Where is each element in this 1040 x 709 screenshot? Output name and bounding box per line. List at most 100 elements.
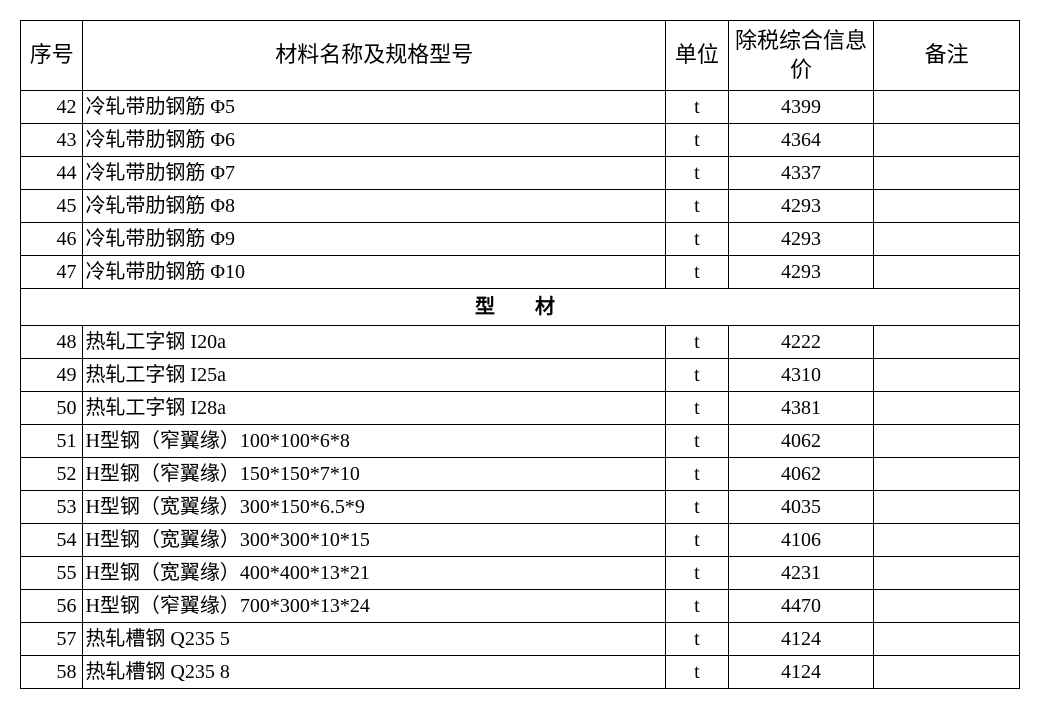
table-row: 45冷轧带肋钢筋 Φ8t4293: [21, 190, 1020, 223]
table-row: 54H型钢（宽翼缘）300*300*10*15t4106: [21, 524, 1020, 557]
cell-price: 4399: [728, 91, 874, 124]
cell-name: 热轧工字钢 I25a: [83, 359, 666, 392]
cell-seq: 44: [21, 157, 83, 190]
cell-unit: t: [666, 425, 728, 458]
cell-price: 4293: [728, 190, 874, 223]
cell-remark: [874, 190, 1020, 223]
cell-unit: t: [666, 190, 728, 223]
cell-unit: t: [666, 392, 728, 425]
cell-name: H型钢（窄翼缘）150*150*7*10: [83, 458, 666, 491]
cell-seq: 53: [21, 491, 83, 524]
cell-seq: 45: [21, 190, 83, 223]
cell-name: 冷轧带肋钢筋 Φ8: [83, 190, 666, 223]
cell-unit: t: [666, 656, 728, 689]
table-row: 58热轧槽钢 Q235 8t4124: [21, 656, 1020, 689]
cell-unit: t: [666, 491, 728, 524]
cell-seq: 43: [21, 124, 83, 157]
cell-remark: [874, 458, 1020, 491]
cell-remark: [874, 623, 1020, 656]
header-price: 除税综合信息价: [728, 21, 874, 91]
cell-seq: 49: [21, 359, 83, 392]
section-header-label: 型 材: [21, 289, 1020, 326]
cell-remark: [874, 557, 1020, 590]
cell-price: 4381: [728, 392, 874, 425]
cell-unit: t: [666, 326, 728, 359]
cell-seq: 56: [21, 590, 83, 623]
cell-name: 冷轧带肋钢筋 Φ9: [83, 223, 666, 256]
table-row: 56H型钢（窄翼缘）700*300*13*24t4470: [21, 590, 1020, 623]
cell-seq: 50: [21, 392, 83, 425]
cell-seq: 47: [21, 256, 83, 289]
cell-seq: 46: [21, 223, 83, 256]
table-row: 51H型钢（窄翼缘）100*100*6*8t4062: [21, 425, 1020, 458]
cell-seq: 54: [21, 524, 83, 557]
cell-name: 热轧槽钢 Q235 8: [83, 656, 666, 689]
table-row: 49热轧工字钢 I25at4310: [21, 359, 1020, 392]
cell-price: 4222: [728, 326, 874, 359]
cell-remark: [874, 524, 1020, 557]
header-name: 材料名称及规格型号: [83, 21, 666, 91]
section-header-row: 型 材: [21, 289, 1020, 326]
table-row: 47冷轧带肋钢筋 Φ10t4293: [21, 256, 1020, 289]
table-row: 42冷轧带肋钢筋 Φ5t4399: [21, 91, 1020, 124]
table-row: 57热轧槽钢 Q235 5t4124: [21, 623, 1020, 656]
cell-price: 4062: [728, 458, 874, 491]
cell-seq: 58: [21, 656, 83, 689]
cell-remark: [874, 425, 1020, 458]
cell-seq: 55: [21, 557, 83, 590]
cell-remark: [874, 590, 1020, 623]
cell-name: 热轧槽钢 Q235 5: [83, 623, 666, 656]
cell-remark: [874, 124, 1020, 157]
cell-seq: 52: [21, 458, 83, 491]
cell-unit: t: [666, 623, 728, 656]
table-row: 53H型钢（宽翼缘）300*150*6.5*9t4035: [21, 491, 1020, 524]
cell-price: 4106: [728, 524, 874, 557]
table-row: 43冷轧带肋钢筋 Φ6t4364: [21, 124, 1020, 157]
cell-unit: t: [666, 256, 728, 289]
table-header-row: 序号 材料名称及规格型号 单位 除税综合信息价 备注: [21, 21, 1020, 91]
cell-remark: [874, 256, 1020, 289]
cell-seq: 42: [21, 91, 83, 124]
cell-name: 冷轧带肋钢筋 Φ10: [83, 256, 666, 289]
cell-name: 热轧工字钢 I28a: [83, 392, 666, 425]
cell-unit: t: [666, 157, 728, 190]
cell-name: H型钢（宽翼缘）300*150*6.5*9: [83, 491, 666, 524]
cell-remark: [874, 326, 1020, 359]
header-remark: 备注: [874, 21, 1020, 91]
cell-price: 4293: [728, 223, 874, 256]
cell-name: 冷轧带肋钢筋 Φ5: [83, 91, 666, 124]
cell-name: H型钢（窄翼缘）700*300*13*24: [83, 590, 666, 623]
cell-unit: t: [666, 91, 728, 124]
cell-name: 冷轧带肋钢筋 Φ7: [83, 157, 666, 190]
table-row: 50热轧工字钢 I28at4381: [21, 392, 1020, 425]
cell-unit: t: [666, 458, 728, 491]
header-unit: 单位: [666, 21, 728, 91]
cell-unit: t: [666, 524, 728, 557]
cell-name: 热轧工字钢 I20a: [83, 326, 666, 359]
cell-unit: t: [666, 359, 728, 392]
cell-name: 冷轧带肋钢筋 Φ6: [83, 124, 666, 157]
cell-remark: [874, 392, 1020, 425]
cell-price: 4310: [728, 359, 874, 392]
table-row: 46冷轧带肋钢筋 Φ9t4293: [21, 223, 1020, 256]
cell-price: 4364: [728, 124, 874, 157]
cell-name: H型钢（窄翼缘）100*100*6*8: [83, 425, 666, 458]
cell-unit: t: [666, 223, 728, 256]
cell-remark: [874, 491, 1020, 524]
cell-price: 4470: [728, 590, 874, 623]
cell-seq: 48: [21, 326, 83, 359]
table-row: 55H型钢（宽翼缘）400*400*13*21t4231: [21, 557, 1020, 590]
cell-name: H型钢（宽翼缘）300*300*10*15: [83, 524, 666, 557]
cell-unit: t: [666, 590, 728, 623]
cell-unit: t: [666, 124, 728, 157]
cell-price: 4293: [728, 256, 874, 289]
header-seq: 序号: [21, 21, 83, 91]
cell-price: 4124: [728, 656, 874, 689]
cell-price: 4231: [728, 557, 874, 590]
table-body: 42冷轧带肋钢筋 Φ5t439943冷轧带肋钢筋 Φ6t436444冷轧带肋钢筋…: [21, 91, 1020, 689]
table-row: 48热轧工字钢 I20at4222: [21, 326, 1020, 359]
materials-price-table: 序号 材料名称及规格型号 单位 除税综合信息价 备注 42冷轧带肋钢筋 Φ5t4…: [20, 20, 1020, 689]
cell-price: 4124: [728, 623, 874, 656]
cell-remark: [874, 223, 1020, 256]
cell-remark: [874, 359, 1020, 392]
